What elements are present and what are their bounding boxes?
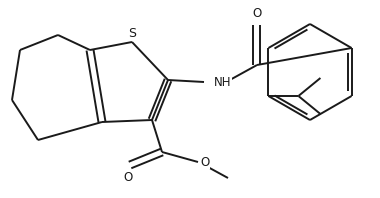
- Text: O: O: [252, 7, 261, 20]
- Text: NH: NH: [214, 75, 231, 89]
- Text: O: O: [200, 155, 209, 168]
- Text: S: S: [128, 27, 136, 40]
- Text: O: O: [124, 171, 133, 184]
